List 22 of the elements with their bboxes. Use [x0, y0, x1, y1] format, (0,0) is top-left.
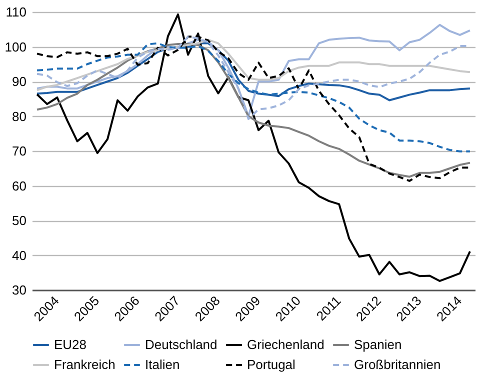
line-series — [36, 24, 471, 118]
y-tick-label: 70 — [12, 144, 26, 158]
y-tick-label: 90 — [12, 74, 26, 89]
legend-label: EU28 — [54, 337, 87, 352]
legend-label: Griechenland — [247, 337, 324, 352]
y-tick-label: 100 — [4, 39, 26, 54]
line-series — [36, 42, 471, 102]
line-series — [36, 13, 471, 282]
legend-label: Spanien — [354, 337, 402, 352]
legend-label: Frankreich — [54, 357, 116, 372]
line-series — [36, 42, 471, 152]
y-tick-label: 80 — [12, 108, 26, 124]
y-tick-label: 30 — [12, 282, 26, 298]
legend-label: Großbritannien — [354, 357, 441, 372]
y-tick-label: 40 — [12, 248, 26, 263]
legend-label: Deutschland — [145, 337, 218, 352]
line-series — [36, 38, 471, 92]
legend-label: Portugal — [247, 357, 296, 372]
y-tick-label: 110 — [6, 4, 26, 20]
y-tick-label: 50 — [12, 213, 26, 228]
legend-label: Italien — [145, 357, 180, 372]
y-tick-label: 60 — [12, 178, 26, 194]
